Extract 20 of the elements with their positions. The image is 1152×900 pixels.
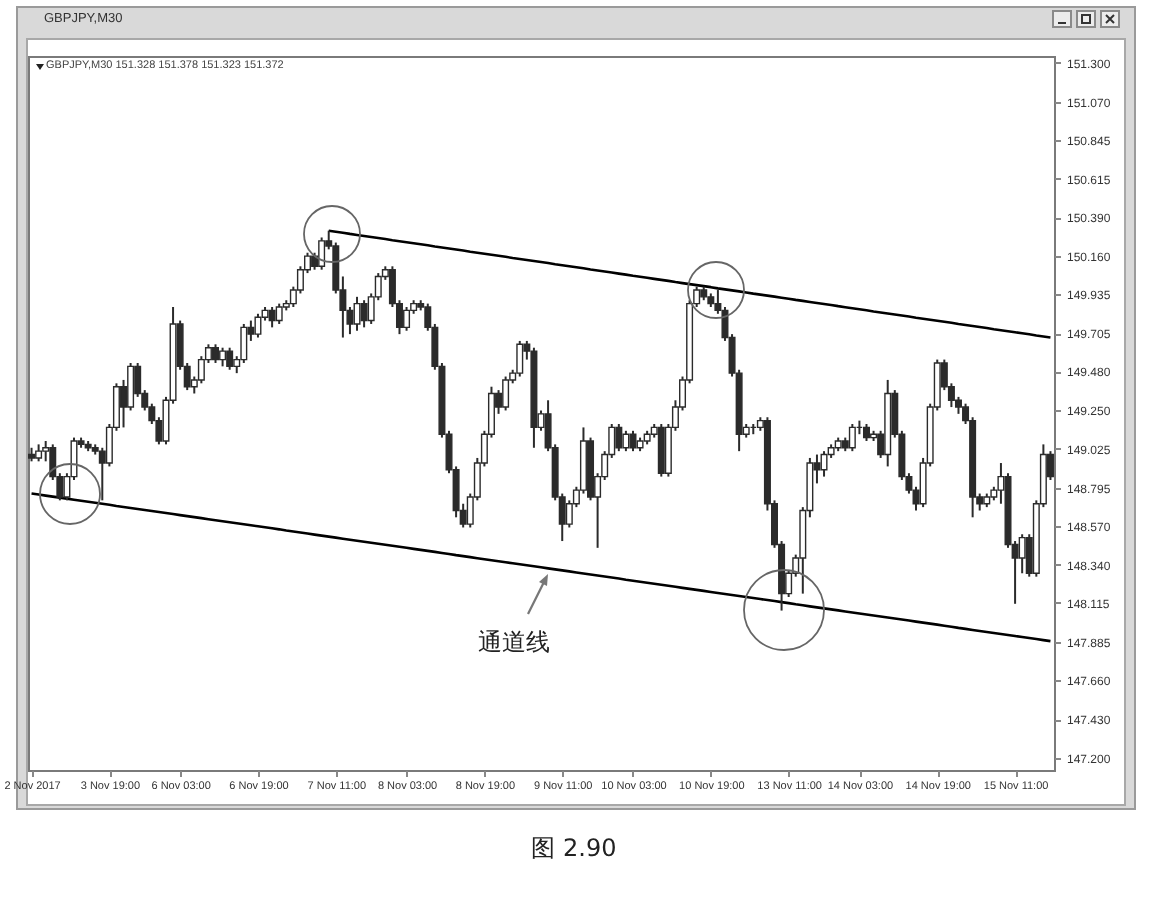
candlestick <box>516 339 524 378</box>
candlestick <box>360 299 368 329</box>
candlestick <box>254 312 262 339</box>
candlestick <box>403 306 411 332</box>
caption: 图 2.90 <box>529 832 619 866</box>
candlestick <box>318 236 326 271</box>
candlestick <box>275 302 283 325</box>
candlestick <box>820 450 828 478</box>
annotation: 通道线 <box>478 628 550 656</box>
candlestick <box>219 346 227 368</box>
candlestick <box>657 423 665 478</box>
candlestick <box>629 429 637 453</box>
candlestick <box>268 306 276 329</box>
candlestick <box>622 429 630 453</box>
candlestick <box>848 423 856 453</box>
candlestick <box>615 423 623 453</box>
candlestick <box>502 375 510 412</box>
candlestick <box>226 346 234 371</box>
candlestick <box>212 343 220 364</box>
candlestick <box>353 295 361 332</box>
